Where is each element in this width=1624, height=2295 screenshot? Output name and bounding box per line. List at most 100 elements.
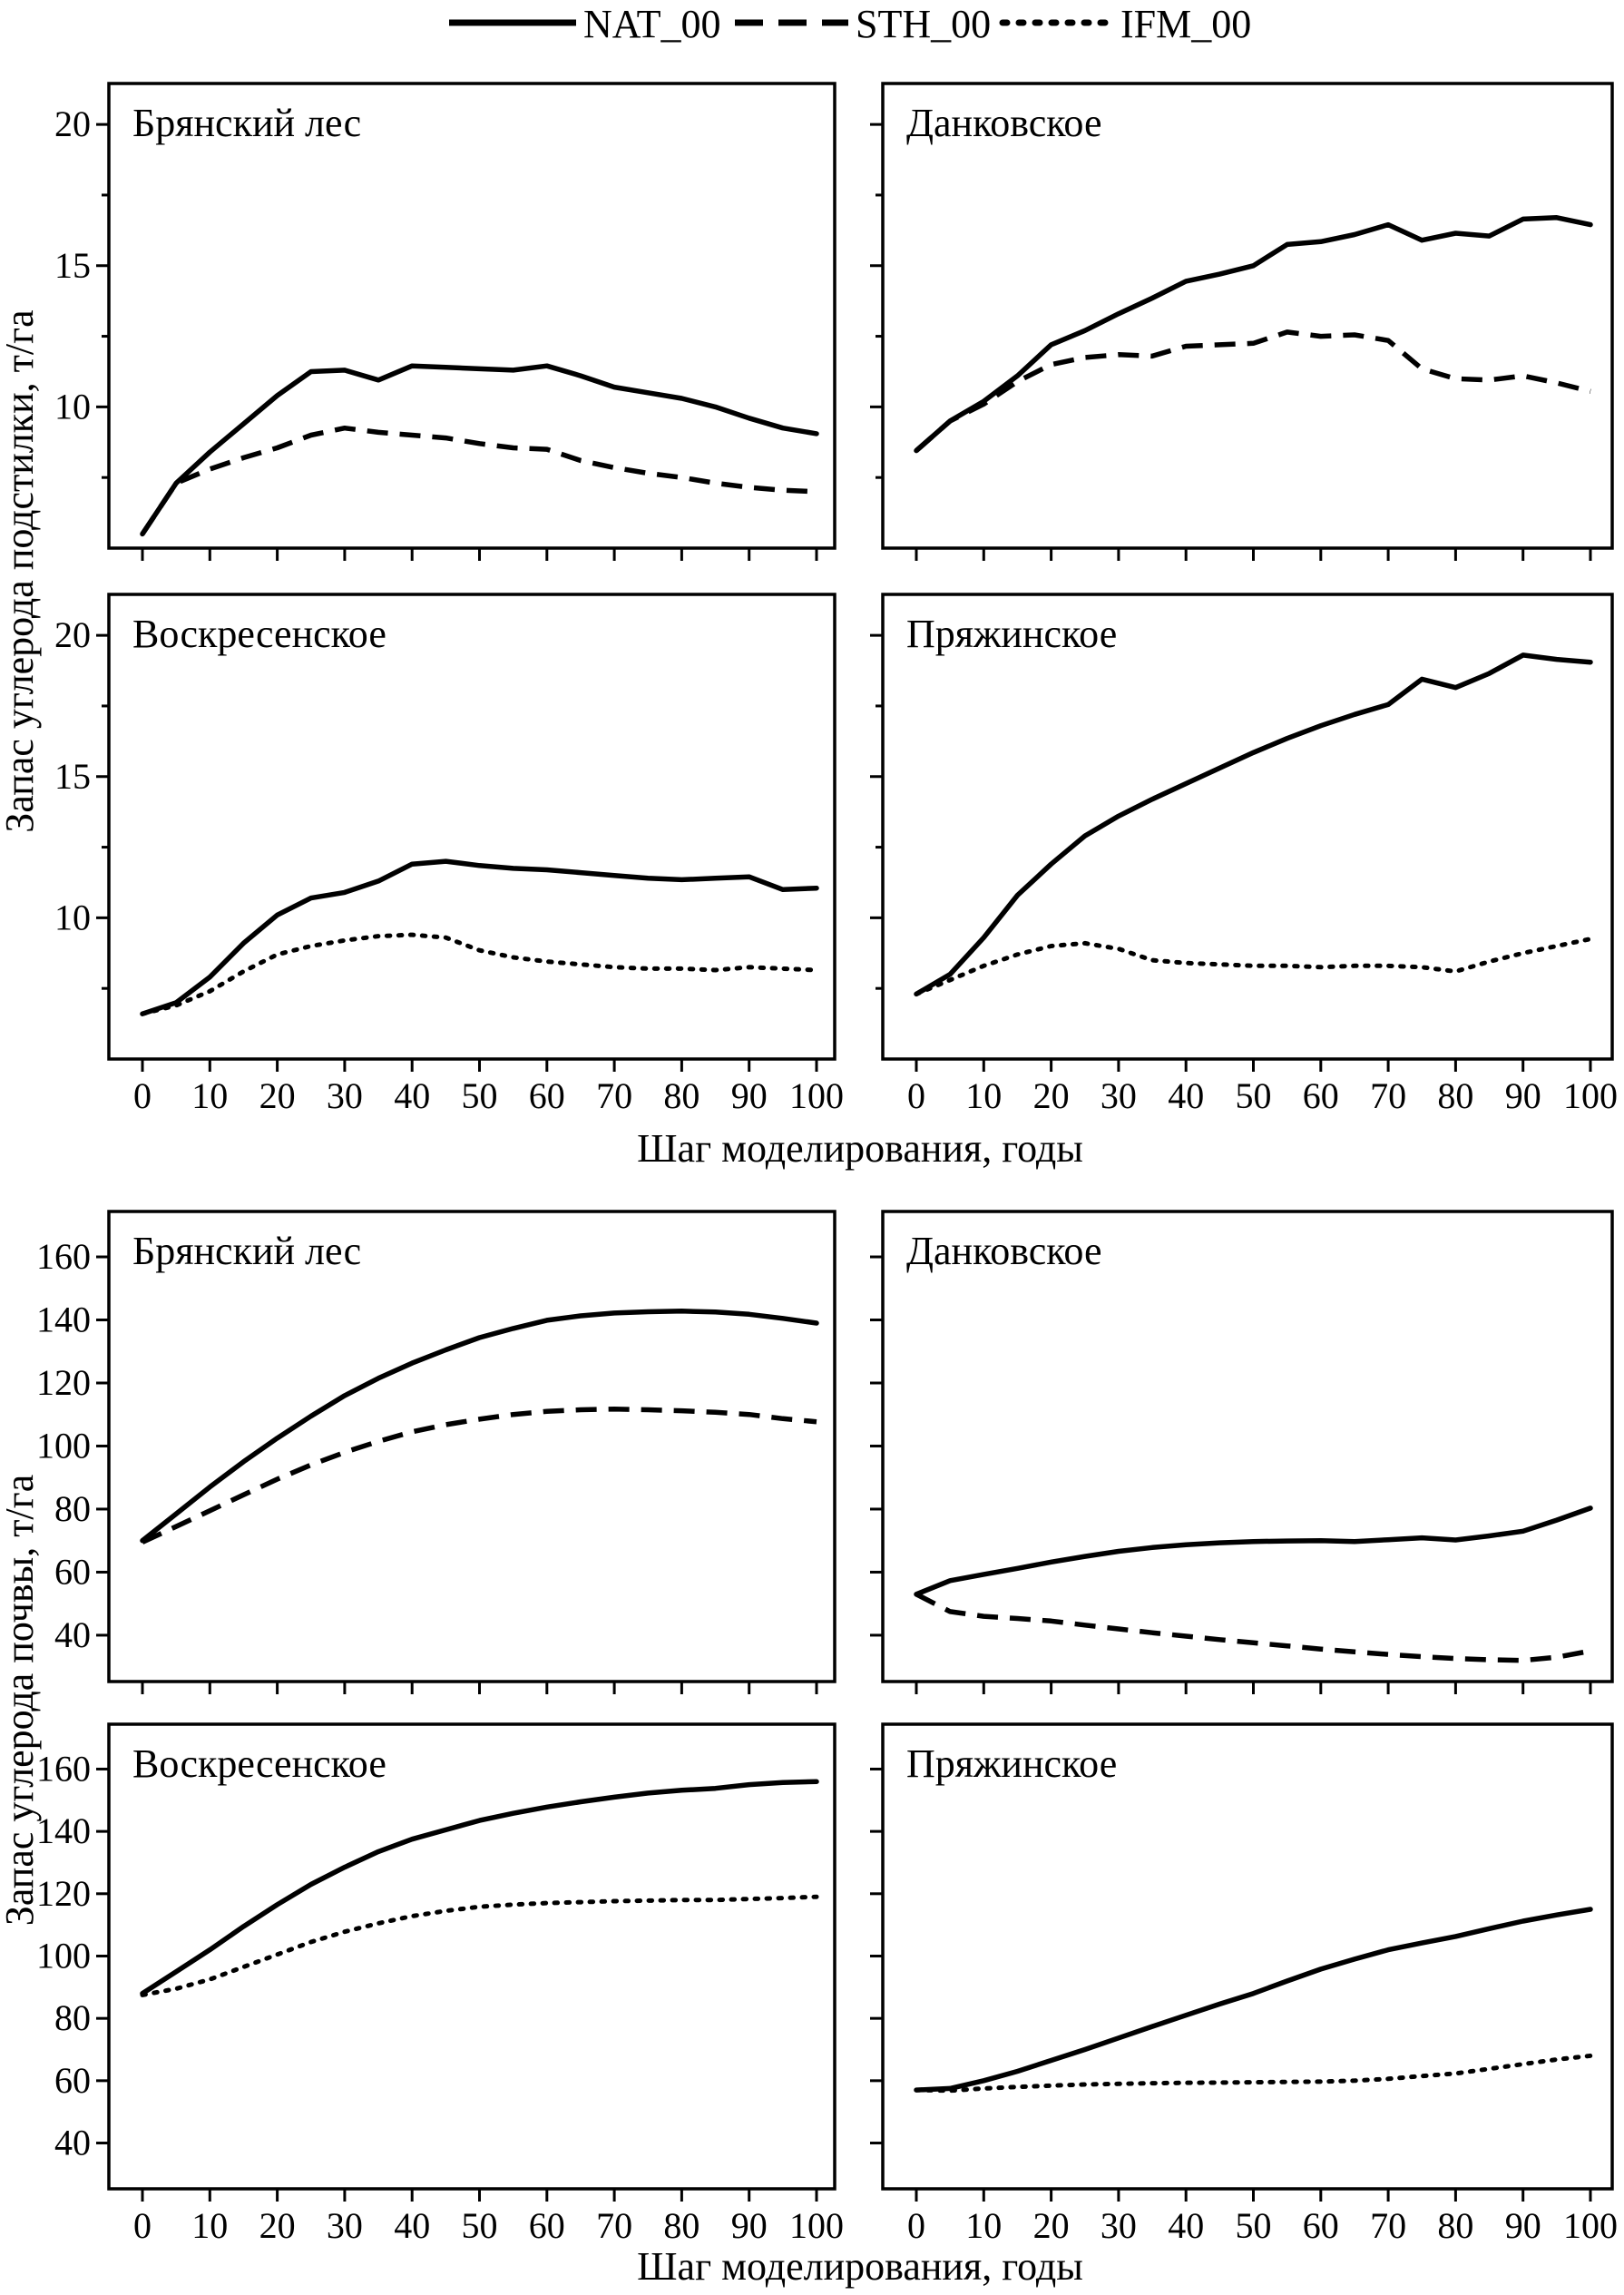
x-tick-label: 40 bbox=[394, 2205, 430, 2246]
y-tick-label: 120 bbox=[36, 1362, 91, 1403]
x-tick-label: 40 bbox=[1168, 1075, 1204, 1116]
y-tick-label: 15 bbox=[54, 756, 91, 797]
x-tick-label: 10 bbox=[965, 1075, 1002, 1116]
x-tick-label: 40 bbox=[1168, 2205, 1204, 2246]
x-tick-label: 70 bbox=[596, 2205, 632, 2246]
y-tick-label: 60 bbox=[54, 2060, 91, 2101]
y-tick-label: 60 bbox=[54, 1551, 91, 1592]
y-tick-label: 40 bbox=[54, 2123, 91, 2163]
y-tick-label: 140 bbox=[36, 1810, 91, 1851]
panel-title: Пряжинское bbox=[906, 612, 1117, 656]
x-tick-label: 80 bbox=[1437, 1075, 1473, 1116]
panel-1-0: 40 60 80 100 120 140 160 Брянский лес bbox=[36, 1210, 836, 1694]
series-line-NAT_00 bbox=[914, 215, 1593, 454]
legend-label: IFM_00 bbox=[1120, 2, 1251, 46]
x-tick-label: 80 bbox=[663, 2205, 699, 2246]
y-tick-label: 10 bbox=[54, 386, 91, 427]
series-line-NAT_00 bbox=[140, 363, 819, 537]
y-tick-label: 100 bbox=[36, 1425, 91, 1466]
y-tick-label: 80 bbox=[54, 1488, 91, 1529]
x-tick-label: 10 bbox=[191, 2205, 228, 2246]
y-tick-label: 40 bbox=[54, 1614, 91, 1655]
x-tick-label: 100 bbox=[789, 2205, 844, 2246]
x-tick-label: 50 bbox=[462, 1075, 498, 1116]
y-tick-label: 160 bbox=[36, 1236, 91, 1277]
x-tick-label: 10 bbox=[965, 2205, 1002, 2246]
legend-label: STH_00 bbox=[856, 2, 991, 46]
x-tick-label: 90 bbox=[1505, 2205, 1541, 2246]
panel-frame bbox=[881, 1722, 1614, 2191]
panel-0-2: 0 10 20 30 40 50 60 70 80 90 100 10 15 20 Воскресенско… bbox=[54, 593, 844, 1116]
panel-title: Воскресенское bbox=[132, 1741, 386, 1786]
x-tick-label: 70 bbox=[1370, 1075, 1406, 1116]
y-tick-label: 140 bbox=[36, 1300, 91, 1340]
series-line-IFM_00 bbox=[140, 932, 819, 1016]
x-tick-label: 0 bbox=[133, 2205, 152, 2246]
panel-1-2: 0 10 20 30 40 50 60 70 80 90 100 40 60 80 100 120 140 160… bbox=[36, 1722, 844, 2246]
y-axis-title: Запас углерода подстилки, т/га bbox=[0, 309, 42, 832]
x-tick-label: 70 bbox=[1370, 2205, 1406, 2246]
x-tick-label: 10 bbox=[191, 1075, 228, 1116]
panel-1-1: Данковское bbox=[870, 1210, 1614, 1694]
x-tick-label: 70 bbox=[596, 1075, 632, 1116]
legend-label: NAT_00 bbox=[583, 2, 721, 46]
x-tick-label: 50 bbox=[1236, 1075, 1272, 1116]
y-tick-label: 20 bbox=[54, 614, 91, 655]
x-tick-label: 60 bbox=[529, 2205, 565, 2246]
x-tick-label: 80 bbox=[663, 1075, 699, 1116]
x-tick-label: 60 bbox=[529, 1075, 565, 1116]
x-tick-label: 100 bbox=[789, 1075, 844, 1116]
x-tick-label: 100 bbox=[1563, 1075, 1618, 1116]
x-tick-label: 0 bbox=[907, 1075, 925, 1116]
series-line-NAT_00 bbox=[914, 652, 1593, 997]
panel-title: Данковское bbox=[906, 101, 1102, 145]
y-tick-label: 100 bbox=[36, 1935, 91, 1976]
y-tick-label: 120 bbox=[36, 1873, 91, 1914]
panel-title: Данковское bbox=[906, 1229, 1102, 1273]
series-line-NAT_00 bbox=[140, 1309, 819, 1544]
series-line-IFM_00 bbox=[914, 937, 1593, 996]
x-axis-title: Шаг моделирования, годы bbox=[637, 1126, 1083, 1171]
x-tick-label: 60 bbox=[1303, 1075, 1339, 1116]
panel-1-3: 0 10 20 30 40 50 60 70 80 90 100 Пряжинское bbox=[870, 1722, 1618, 2246]
x-tick-label: 20 bbox=[259, 2205, 296, 2246]
x-tick-label: 60 bbox=[1303, 2205, 1339, 2246]
panel-frame bbox=[107, 82, 836, 550]
series-line-NAT_00 bbox=[914, 1505, 1593, 1597]
panel-0-0: 10 15 20 Брянский лес bbox=[54, 82, 836, 561]
x-tick-label: 90 bbox=[731, 2205, 768, 2246]
x-tick-label: 80 bbox=[1437, 2205, 1473, 2246]
x-tick-label: 90 bbox=[1505, 1075, 1541, 1116]
x-tick-label: 30 bbox=[327, 1075, 363, 1116]
series-line-NAT_00 bbox=[140, 1779, 819, 1996]
x-tick-label: 90 bbox=[731, 1075, 768, 1116]
panel-frame bbox=[881, 1210, 1614, 1683]
x-tick-label: 30 bbox=[327, 2205, 363, 2246]
panel-frame bbox=[107, 1210, 836, 1683]
panel-frame bbox=[107, 1722, 836, 2191]
x-tick-label: 30 bbox=[1101, 2205, 1137, 2246]
x-tick-label: 0 bbox=[907, 2205, 925, 2246]
x-tick-label: 20 bbox=[259, 1075, 296, 1116]
panel-frame bbox=[881, 593, 1614, 1061]
y-tick-label: 15 bbox=[54, 245, 91, 286]
x-tick-label: 100 bbox=[1563, 2205, 1618, 2246]
panel-title: Брянский лес bbox=[132, 1229, 361, 1273]
legend: NAT_00 STH_00 IFM_00 bbox=[449, 2, 1251, 46]
y-tick-label: 80 bbox=[54, 1997, 91, 2038]
series-line-IFM_00 bbox=[140, 1894, 819, 1997]
x-axis-title: Шаг моделирования, годы bbox=[637, 2244, 1083, 2289]
panel-title: Брянский лес bbox=[132, 101, 361, 145]
x-tick-label: 40 bbox=[394, 1075, 430, 1116]
y-axis-title: Запас углерода почвы, т/га bbox=[0, 1475, 42, 1926]
x-tick-label: 20 bbox=[1033, 2205, 1070, 2246]
panel-frame bbox=[881, 82, 1614, 550]
series-line-NAT_00 bbox=[914, 1907, 1593, 2093]
series-line-STH_00 bbox=[140, 425, 817, 535]
y-tick-label: 20 bbox=[54, 103, 91, 144]
panel-0-1: Данковское bbox=[870, 82, 1614, 561]
x-tick-label: 30 bbox=[1101, 1075, 1137, 1116]
x-tick-label: 20 bbox=[1033, 1075, 1070, 1116]
